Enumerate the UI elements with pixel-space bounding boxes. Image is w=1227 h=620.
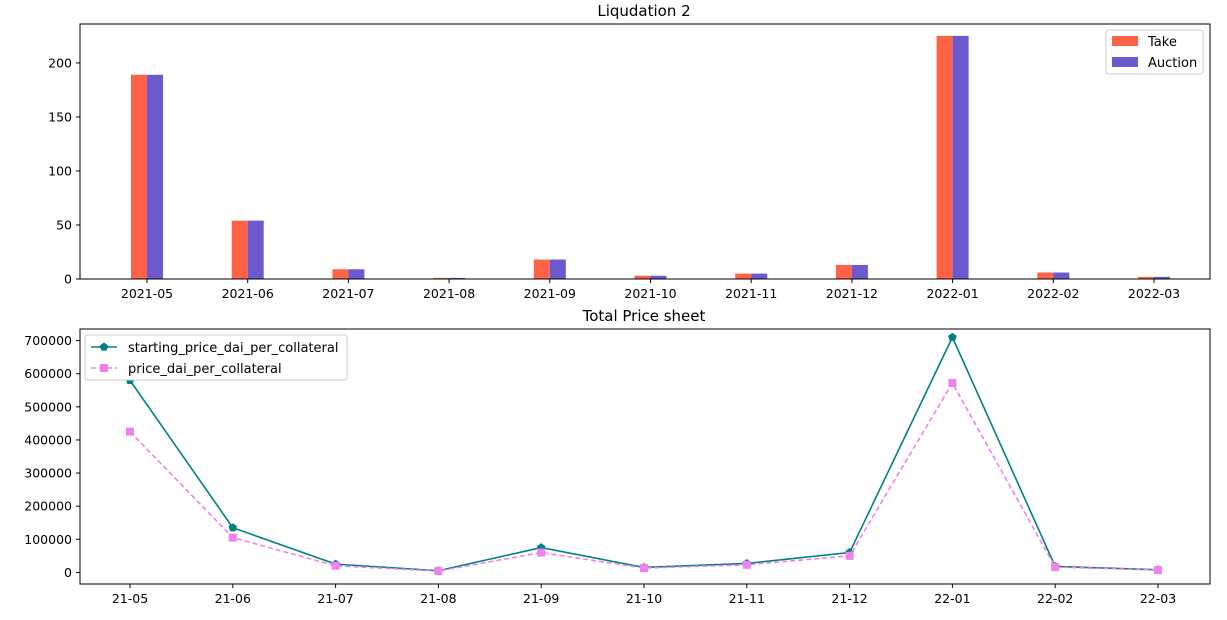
point-price_dai_per_collateral-21-11 [742, 560, 751, 569]
bar-take-2021-11 [735, 273, 752, 279]
y-axis-ticks: 0 100000 200000 300000 400000 500000 600000 700… [24, 333, 80, 580]
bar-auction-2021-11 [751, 273, 768, 279]
x-tick-label: 22-02 [1037, 591, 1073, 606]
y-tick-label: 150 [48, 109, 72, 124]
point-price_dai_per_collateral-22-02 [1051, 563, 1060, 572]
bar-auction-2021-07 [348, 269, 365, 279]
x-tick-label: 2021-08 [423, 286, 475, 301]
liquidation-bar-chart: Liqudation 2 2021-05 2021-06 2021-07 2021-0… [48, 2, 1211, 301]
bar-auction-2021-12 [851, 264, 868, 279]
x-tick-label: 2022-03 [1128, 286, 1180, 301]
x-tick-label: 21-07 [317, 591, 353, 606]
bar-take-2021-05 [131, 74, 147, 279]
y-tick-label: 200 [48, 55, 72, 70]
x-tick-label: 21-10 [626, 591, 662, 606]
y-tick-label: 0 [64, 565, 72, 580]
bar-auction-2022-03 [1154, 276, 1170, 279]
point-price_dai_per_collateral-21-08 [434, 567, 443, 576]
plot-frame [79, 23, 1211, 280]
legend-marker-starting-price [99, 342, 109, 351]
x-axis-ticks: 2021-05 2021-06 2021-07 2021-08 2021-09 2021-… [121, 279, 1180, 301]
point-price_dai_per_collateral-21-07 [331, 561, 340, 570]
x-tick-label: 2022-01 [926, 286, 978, 301]
total-price-line-chart: Total Price sheet 21-05 21-06 21-07 21-08 21… [24, 307, 1211, 606]
x-tick-label: 21-08 [420, 591, 456, 606]
point-price_dai_per_collateral-21-06 [228, 533, 237, 542]
legend: starting_price_dai_per_collateral price_… [84, 334, 348, 381]
legend: Take Auction [1105, 29, 1204, 75]
bar-auction-2021-06 [247, 220, 264, 279]
x-tick-label: 21-12 [831, 591, 867, 606]
bar-take-2021-12 [835, 264, 852, 279]
x-tick-label: 2021-12 [826, 286, 878, 301]
y-tick-label: 100000 [24, 532, 72, 547]
y-tick-label: 700000 [24, 333, 72, 348]
point-price_dai_per_collateral-21-10 [640, 564, 648, 573]
x-tick-label: 2021-09 [524, 286, 576, 301]
point-starting_price_dai_per_collateral-21-06 [228, 523, 238, 532]
x-tick-label: 2021-06 [222, 286, 274, 301]
point-price_dai_per_collateral-21-12 [845, 551, 854, 560]
x-tick-label: 21-11 [729, 591, 765, 606]
bar-auction-2021-10 [650, 275, 667, 279]
bars [131, 35, 1170, 280]
series-lines [125, 332, 1163, 576]
legend-label-take: Take [1147, 35, 1177, 50]
x-tick-label: 21-06 [215, 591, 251, 606]
x-tick-label: 2021-05 [121, 286, 173, 301]
bar-take-2021-09 [533, 259, 550, 279]
legend-swatch-auction [1112, 57, 1138, 67]
plot-frame [79, 328, 1211, 585]
y-tick-label: 600000 [24, 366, 72, 381]
legend-label-price: price_dai_per_collateral [128, 362, 282, 377]
legend-label-starting-price: starting_price_dai_per_collateral [128, 341, 338, 356]
bar-auction-2021-05 [147, 74, 163, 279]
legend-marker-price [100, 364, 108, 372]
bar-auction-2021-09 [549, 259, 566, 279]
bar-take-2021-07 [332, 269, 349, 279]
y-tick-label: 50 [56, 217, 72, 232]
x-tick-label: 21-09 [523, 591, 559, 606]
x-tick-label: 2022-02 [1027, 286, 1079, 301]
point-price_dai_per_collateral-22-03 [1154, 566, 1162, 575]
bar-take-2021-10 [634, 275, 651, 279]
legend-box [84, 334, 348, 381]
bar-take-2022-01 [936, 35, 953, 280]
point-price_dai_per_collateral-21-09 [537, 548, 546, 557]
x-tick-label: 22-01 [934, 591, 970, 606]
bar-take-2021-06 [231, 220, 248, 279]
y-tick-label: 300000 [24, 466, 72, 481]
point-price_dai_per_collateral-22-01 [948, 378, 957, 387]
y-tick-label: 400000 [24, 432, 72, 447]
bar-auction-2022-01 [952, 35, 969, 280]
bar-take-2022-03 [1138, 276, 1154, 279]
y-tick-label: 500000 [24, 399, 72, 414]
bar-take-2022-02 [1037, 272, 1054, 279]
legend-swatch-take [1112, 36, 1138, 46]
x-tick-label: 2021-07 [322, 286, 374, 301]
bar-take-2021-08 [433, 277, 450, 279]
point-price_dai_per_collateral-21-05 [126, 427, 134, 436]
point-starting_price_dai_per_collateral-22-01 [948, 332, 957, 341]
bar-auction-2021-08 [449, 277, 466, 279]
y-tick-label: 200000 [24, 499, 72, 514]
y-axis-ticks: 0 50 100 150 200 [48, 55, 80, 287]
series-line-price_dai_per_collateral [129, 381, 1159, 572]
y-tick-label: 100 [48, 163, 72, 178]
y-tick-label: 0 [64, 272, 72, 287]
x-tick-label: 2021-11 [725, 286, 777, 301]
x-axis-ticks: 21-05 21-06 21-07 21-08 21-09 21-10 21-11 21-12… [112, 584, 1176, 606]
x-tick-label: 2021-10 [624, 286, 676, 301]
chart-title: Liqudation 2 [597, 2, 690, 20]
bar-auction-2022-02 [1053, 272, 1070, 279]
x-tick-label: 22-03 [1140, 591, 1176, 606]
legend-label-auction: Auction [1148, 56, 1197, 71]
x-tick-label: 21-05 [112, 591, 148, 606]
chart-title: Total Price sheet [582, 307, 706, 325]
